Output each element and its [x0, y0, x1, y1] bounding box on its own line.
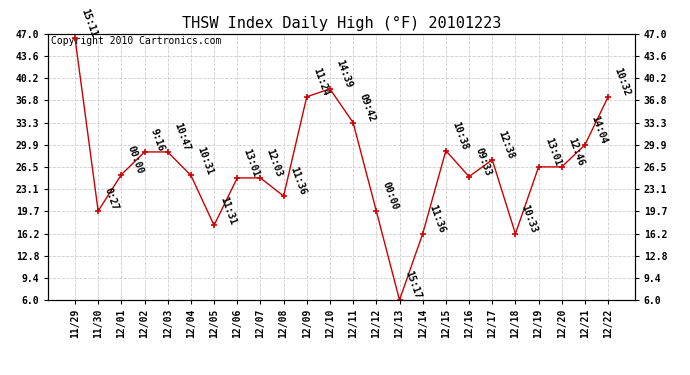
Text: 10:38: 10:38	[450, 120, 469, 151]
Text: 15:17: 15:17	[404, 270, 423, 301]
Text: 14:04: 14:04	[589, 114, 609, 146]
Text: 09:33: 09:33	[473, 146, 493, 177]
Text: 12:46: 12:46	[566, 136, 585, 168]
Text: 13:01: 13:01	[241, 147, 261, 178]
Text: 11:24: 11:24	[311, 66, 331, 98]
Text: 09:42: 09:42	[357, 92, 377, 123]
Text: 12:03: 12:03	[264, 147, 284, 178]
Text: 10:33: 10:33	[520, 203, 539, 234]
Text: 12:38: 12:38	[496, 129, 516, 160]
Title: THSW Index Daily High (°F) 20101223: THSW Index Daily High (°F) 20101223	[182, 16, 501, 31]
Text: 11:31: 11:31	[218, 195, 237, 226]
Text: 0:27: 0:27	[102, 186, 120, 211]
Text: 9:16: 9:16	[148, 127, 166, 153]
Text: Copyright 2010 Cartronics.com: Copyright 2010 Cartronics.com	[51, 36, 221, 46]
Text: 00:00: 00:00	[380, 181, 400, 212]
Text: 00:00: 00:00	[126, 144, 145, 175]
Text: 14:39: 14:39	[334, 58, 353, 90]
Text: 10:32: 10:32	[612, 66, 632, 98]
Text: 10:47: 10:47	[172, 122, 191, 153]
Text: 13:01: 13:01	[543, 136, 562, 168]
Text: 11:36: 11:36	[288, 166, 307, 197]
Text: 10:31: 10:31	[195, 145, 215, 176]
Text: 11:36: 11:36	[427, 203, 446, 234]
Text: 15:11: 15:11	[79, 7, 99, 38]
